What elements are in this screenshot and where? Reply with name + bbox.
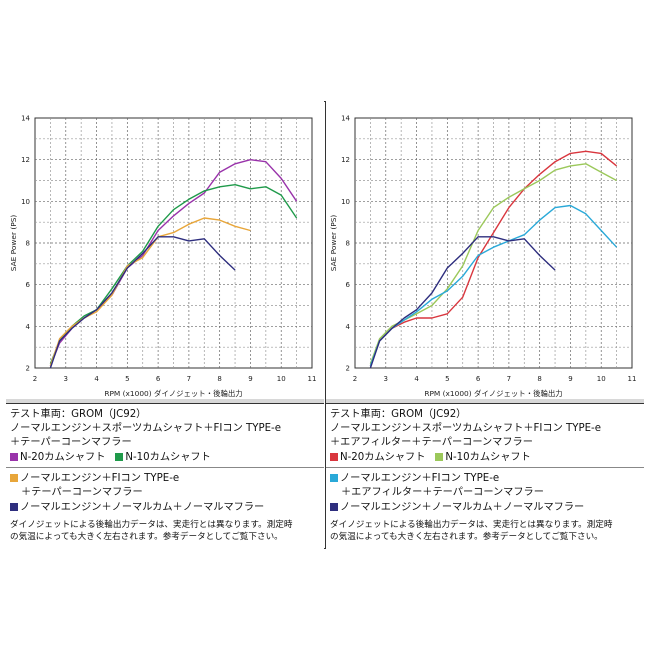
left-config-line1: ノーマルエンジン＋スポーツカムシャフト＋FIコン TYPE-e bbox=[10, 423, 281, 434]
x-tick-label: 6 bbox=[476, 375, 481, 383]
x-tick-label: 10 bbox=[597, 375, 606, 383]
y-tick-label: 10 bbox=[341, 198, 350, 206]
y-tick-label: 4 bbox=[26, 323, 31, 331]
series-line-3 bbox=[49, 236, 236, 369]
x-tick-label: 7 bbox=[507, 375, 511, 383]
right-legend-separator bbox=[326, 467, 644, 468]
x-tick-label: 8 bbox=[537, 375, 541, 383]
left-legend-separator bbox=[6, 467, 324, 468]
x-tick-label: 11 bbox=[628, 375, 637, 383]
right-alt1-swatch bbox=[330, 474, 338, 482]
y-tick-label: 8 bbox=[346, 240, 350, 248]
left-cam-a-swatch bbox=[10, 453, 18, 461]
left-alt2-swatch bbox=[10, 503, 18, 511]
right-config-line1: ノーマルエンジン＋スポーツカムシャフト＋FIコン TYPE-e bbox=[330, 423, 601, 434]
left-cam-b-swatch bbox=[115, 453, 124, 461]
series-line-0 bbox=[369, 150, 618, 367]
y-tick-label: 14 bbox=[21, 115, 30, 123]
right-note-2: の気温によっても大きく左右されます。参考データとしてご覧下さい。 bbox=[330, 532, 603, 542]
series-line-2 bbox=[49, 217, 251, 367]
left-legend: テスト車両：GROM（JC92） ノーマルエンジン＋スポーツカムシャフト＋FIコ… bbox=[6, 403, 324, 549]
x-tick-label: 10 bbox=[277, 375, 286, 383]
right-alt1-row: ノーマルエンジン＋FIコン TYPE-e bbox=[330, 472, 499, 485]
y-axis-title: SAE Power (PS) bbox=[329, 215, 338, 272]
right-alt2-swatch bbox=[330, 503, 338, 511]
x-tick-label: 4 bbox=[414, 375, 419, 383]
left-alt1-row: ノーマルエンジン＋FIコン TYPE-e bbox=[10, 472, 179, 485]
left-chart: 2 3 4 5 6 7 8 9 10 11 2 4 6 8 10 12 14 RPM (x1000) ダイノジェッ… bbox=[6, 101, 324, 401]
right-vehicle: テスト車両：GROM（JC92） bbox=[330, 409, 467, 420]
left-alt1-swatch bbox=[10, 474, 18, 482]
x-tick-label: 9 bbox=[248, 375, 252, 383]
left-alt2-label: ノーマルエンジン＋ノーマルカム＋ノーマルマフラー bbox=[20, 502, 265, 513]
x-tick-label: 7 bbox=[187, 375, 191, 383]
y-tick-label: 6 bbox=[26, 281, 31, 289]
left-alt1-label-2: ＋テーパーコーンマフラー bbox=[21, 487, 143, 498]
left-config-line2: ＋テーパーコーンマフラー bbox=[10, 437, 132, 448]
series-line-2 bbox=[369, 204, 618, 367]
right-cam-b-swatch bbox=[435, 453, 444, 461]
y-tick-label: 12 bbox=[21, 156, 30, 164]
x-tick-label: 8 bbox=[217, 375, 221, 383]
right-cam-b-label: N-10カムシャフト bbox=[445, 452, 531, 463]
x-tick-label: 3 bbox=[384, 375, 388, 383]
right-cam-legend: N-20カムシャフト N-10カムシャフト bbox=[330, 451, 531, 464]
right-alt1-label-2: ＋エアフィルター＋テーパーコーンマフラー bbox=[341, 487, 544, 498]
y-tick-label: 2 bbox=[26, 365, 30, 373]
x-tick-label: 4 bbox=[94, 375, 99, 383]
series-line-1 bbox=[49, 183, 298, 365]
left-vehicle: テスト車両：GROM（JC92） bbox=[10, 409, 147, 420]
y-tick-label: 4 bbox=[346, 323, 351, 331]
right-chart: 2 3 4 5 6 7 8 9 10 11 2 4 6 8 10 12 14 RPM (x1000) ダイノジェッ… bbox=[326, 101, 644, 401]
x-tick-label: 11 bbox=[308, 375, 317, 383]
y-tick-label: 14 bbox=[341, 115, 350, 123]
y-tick-label: 6 bbox=[346, 281, 351, 289]
right-cam-a-label: N-20カムシャフト bbox=[340, 452, 426, 463]
right-alt2-label: ノーマルエンジン＋ノーマルカム＋ノーマルマフラー bbox=[340, 502, 585, 513]
series-line-3 bbox=[369, 236, 556, 369]
left-divider-strip bbox=[6, 399, 324, 403]
x-axis-title: RPM (x1000) ダイノジェット・後輪出力 bbox=[424, 389, 562, 398]
y-tick-label: 10 bbox=[21, 198, 30, 206]
right-legend: テスト車両：GROM（JC92） ノーマルエンジン＋スポーツカムシャフト＋FIコ… bbox=[326, 403, 644, 549]
right-note-1: ダイノジェットによる後輪出力データは、実走行とは異なります。測定時 bbox=[330, 520, 613, 530]
x-tick-label: 5 bbox=[125, 375, 129, 383]
y-tick-label: 8 bbox=[26, 240, 30, 248]
x-tick-label: 6 bbox=[156, 375, 161, 383]
x-tick-label: 2 bbox=[33, 375, 37, 383]
x-tick-label: 2 bbox=[353, 375, 357, 383]
left-cam-b-label: N-10カムシャフト bbox=[125, 452, 211, 463]
y-axis-title: SAE Power (PS) bbox=[9, 215, 18, 272]
left-cam-legend: N-20カムシャフト N-10カムシャフト bbox=[10, 451, 211, 464]
right-cam-a-swatch bbox=[330, 453, 338, 461]
x-tick-label: 3 bbox=[64, 375, 68, 383]
left-alt1-label: ノーマルエンジン＋FIコン TYPE-e bbox=[20, 473, 180, 484]
left-note-2: の気温によっても大きく左右されます。参考データとしてご覧下さい。 bbox=[10, 532, 283, 542]
right-alt1-label: ノーマルエンジン＋FIコン TYPE-e bbox=[340, 473, 500, 484]
right-alt2-row: ノーマルエンジン＋ノーマルカム＋ノーマルマフラー bbox=[330, 501, 584, 514]
y-tick-label: 2 bbox=[346, 365, 350, 373]
right-divider-strip bbox=[326, 399, 644, 403]
y-tick-label: 12 bbox=[341, 156, 350, 164]
x-tick-label: 9 bbox=[568, 375, 572, 383]
left-panel: 2 3 4 5 6 7 8 9 10 11 2 4 6 8 10 12 14 RPM (x1000) ダイノジェッ… bbox=[6, 101, 324, 549]
right-config-line2: ＋エアフィルター＋テーパーコーンマフラー bbox=[330, 437, 533, 448]
right-dyno-chart: 2 3 4 5 6 7 8 9 10 11 2 4 6 8 10 12 14 RPM (x1000) ダイノジェッ… bbox=[329, 115, 637, 399]
left-dyno-chart: 2 3 4 5 6 7 8 9 10 11 2 4 6 8 10 12 14 RPM (x1000) ダイノジェッ… bbox=[9, 115, 317, 399]
left-note-1: ダイノジェットによる後輪出力データは、実走行とは異なります。測定時 bbox=[10, 520, 293, 530]
x-axis-title: RPM (x1000) ダイノジェット・後輪出力 bbox=[104, 389, 242, 398]
x-tick-label: 5 bbox=[445, 375, 449, 383]
left-cam-a-label: N-20カムシャフト bbox=[20, 452, 106, 463]
right-panel: 2 3 4 5 6 7 8 9 10 11 2 4 6 8 10 12 14 RPM (x1000) ダイノジェッ… bbox=[325, 101, 644, 549]
left-alt2-row: ノーマルエンジン＋ノーマルカム＋ノーマルマフラー bbox=[10, 501, 264, 514]
